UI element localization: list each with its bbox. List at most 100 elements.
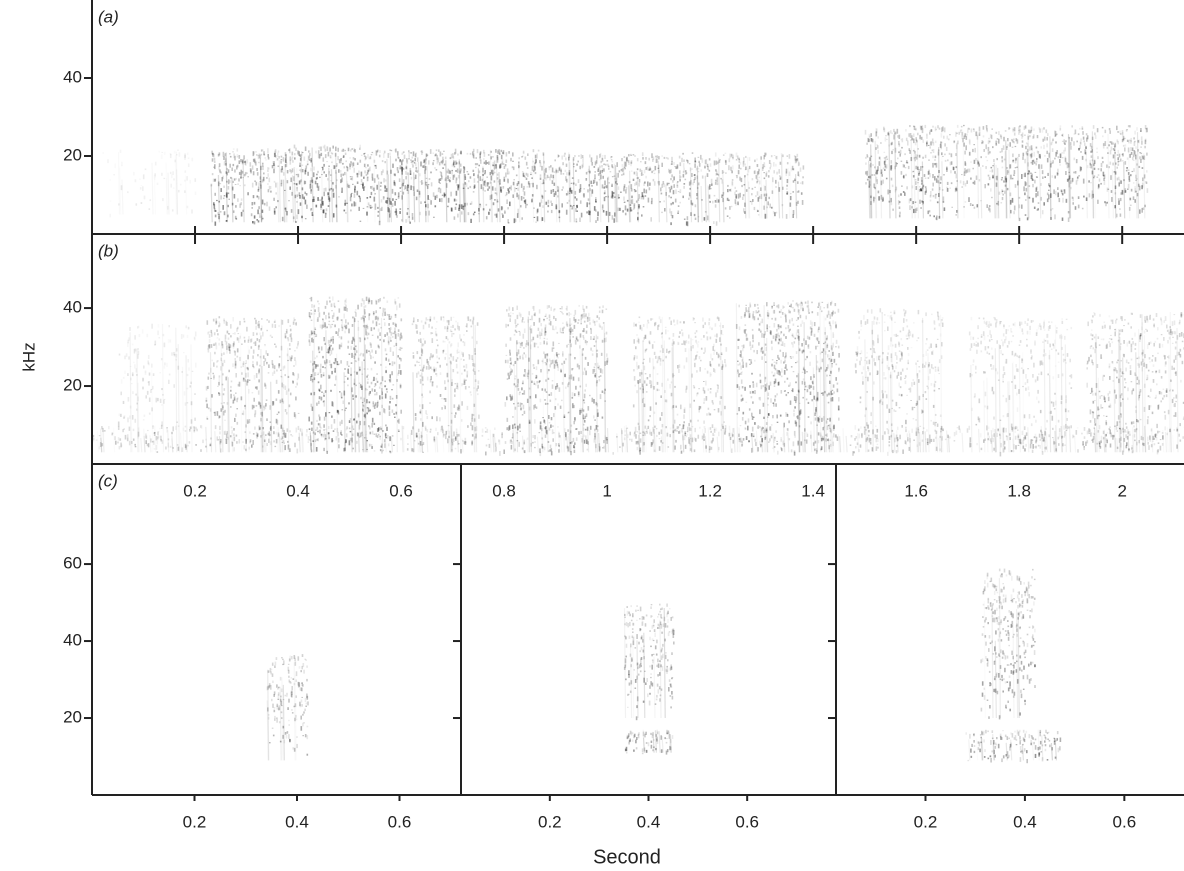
spectral-grain — [610, 171, 612, 172]
spectral-grain — [234, 418, 236, 422]
spectral-grain — [351, 148, 353, 150]
spectral-grain — [135, 349, 137, 352]
spectral-grain — [899, 135, 901, 139]
spectral-streak — [408, 173, 409, 223]
spectral-grain — [379, 339, 381, 341]
spectral-grain — [311, 422, 313, 425]
spectral-grain — [499, 164, 501, 169]
spectral-streak — [281, 319, 282, 452]
spectral-grain — [155, 162, 157, 166]
spectral-grain — [650, 217, 652, 221]
spectral-grain — [884, 161, 886, 164]
spectral-grain — [400, 191, 402, 192]
spectral-grain — [965, 170, 967, 174]
spectral-grain — [127, 191, 129, 193]
spectral-grain — [710, 188, 712, 189]
spectral-grain — [985, 144, 987, 149]
spectral-grain — [194, 427, 196, 432]
spectral-grain — [903, 175, 905, 179]
spectral-grain — [1144, 146, 1146, 149]
spectral-grain — [209, 334, 211, 338]
spectral-grain — [183, 335, 185, 338]
spectral-grain — [145, 370, 147, 375]
spectral-grain — [319, 158, 321, 159]
spectral-grain — [877, 136, 879, 138]
spectral-grain — [361, 172, 363, 177]
spectral-grain — [308, 436, 310, 441]
spectral-grain — [138, 351, 140, 355]
spectral-grain — [259, 215, 261, 218]
spectral-grain — [1052, 148, 1054, 152]
spectral-grain — [322, 356, 324, 358]
spectral-grain — [1046, 130, 1048, 134]
spectral-grain — [671, 163, 673, 165]
spectral-grain — [254, 181, 256, 182]
spectral-grain — [229, 153, 231, 154]
spectral-grain — [1015, 431, 1017, 433]
spectral-grain — [223, 319, 225, 322]
spectral-grain — [1097, 177, 1099, 178]
spectral-grain — [219, 431, 221, 434]
spectral-grain — [966, 180, 968, 184]
spectral-grain — [164, 366, 166, 369]
spectral-grain — [931, 439, 933, 442]
spectral-grain — [743, 161, 745, 164]
spectral-grain — [640, 161, 642, 162]
spectral-grain — [288, 339, 290, 342]
spectral-grain — [161, 152, 163, 153]
spectral-grain — [127, 434, 129, 437]
spectral-streak — [293, 175, 294, 222]
spectral-grain — [655, 156, 657, 158]
spectral-grain — [742, 442, 744, 446]
spectral-grain — [364, 170, 366, 173]
spectral-grain — [886, 178, 888, 180]
spectral-grain — [253, 332, 255, 336]
spectral-grain — [234, 332, 236, 335]
spectral-grain — [400, 410, 402, 414]
spectral-grain — [236, 408, 238, 409]
spectral-grain — [415, 153, 417, 154]
spectral-grain — [378, 329, 380, 332]
spectral-grain — [786, 171, 788, 176]
spectral-grain — [363, 177, 365, 179]
spectral-grain — [877, 447, 879, 449]
spectral-grain — [1102, 157, 1104, 159]
spectral-streak — [567, 437, 568, 453]
spectral-grain — [1024, 135, 1026, 136]
spectral-grain — [937, 125, 939, 128]
spectral-grain — [453, 432, 455, 437]
spectral-grain — [352, 166, 354, 167]
spectral-grain — [247, 159, 249, 163]
spectral-grain — [670, 178, 672, 180]
spectral-grain — [289, 325, 291, 327]
spectral-grain — [1129, 431, 1131, 434]
spectral-grain — [502, 162, 504, 165]
spectral-grain — [456, 199, 458, 201]
spectral-grain — [903, 165, 905, 168]
spectral-grain — [725, 207, 727, 209]
spectral-grain — [408, 150, 410, 152]
spectral-grain — [253, 159, 255, 162]
spectral-grain — [901, 161, 903, 162]
spectral-grain — [769, 167, 771, 170]
spectral-grain — [516, 188, 518, 189]
spectral-grain — [454, 174, 456, 177]
spectral-grain — [752, 178, 754, 180]
spectral-streak — [1163, 430, 1164, 452]
spectral-grain — [905, 429, 907, 432]
spectral-grain — [1032, 198, 1034, 203]
spectral-grain — [376, 373, 378, 374]
spectral-grain — [966, 134, 968, 136]
spectral-grain — [228, 186, 230, 190]
spectral-grain — [745, 169, 747, 170]
spectral-grain — [1076, 180, 1078, 184]
spectral-grain — [136, 203, 138, 205]
spectral-grain — [586, 202, 588, 207]
spectral-grain — [965, 201, 967, 202]
spectral-grain — [886, 139, 888, 140]
spectral-grain — [606, 185, 608, 188]
spectral-grain — [273, 431, 275, 434]
spectral-grain — [399, 364, 401, 369]
spectral-grain — [125, 435, 127, 440]
spectral-grain — [668, 183, 670, 184]
